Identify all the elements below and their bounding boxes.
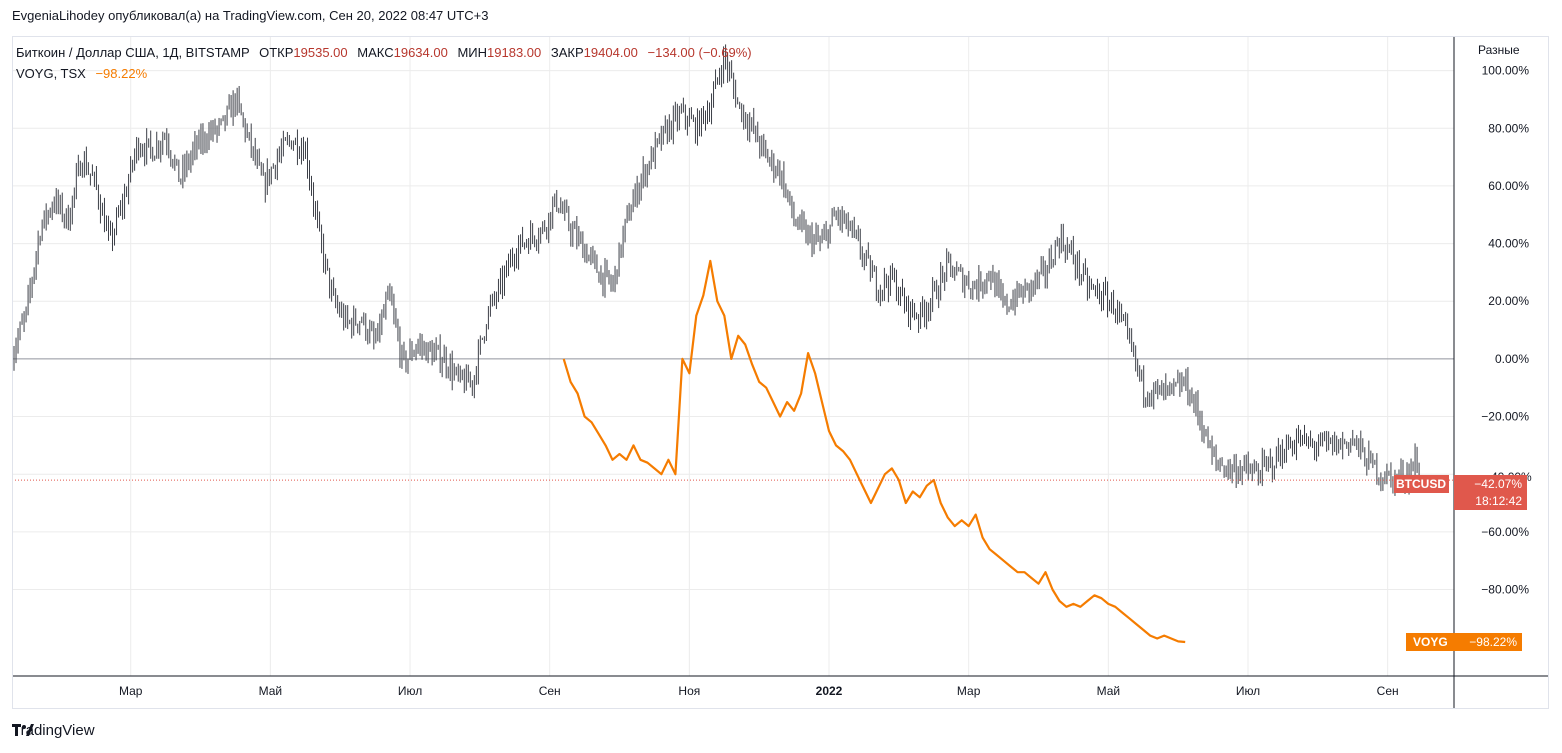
y-tick-label: 100.00% [1482, 64, 1530, 78]
y-axis-ticks: 100.00% 80.00% 60.00% 40.00% 20.00% 0.00% −20.… [1481, 64, 1529, 597]
x-axis-ticks: Мар Май Июл Сен Ноя 2022 Мар Май Июл Сен [119, 684, 1399, 698]
x-tick-label: Сен [539, 684, 561, 698]
tradingview-logo-icon [12, 724, 34, 736]
btc-symbol-badge-label: BTCUSD [1396, 477, 1446, 491]
chart-canvas[interactable]: 100.00% 80.00% 60.00% 40.00% 20.00% 0.00% −20.… [12, 36, 1549, 709]
chart-frame[interactable]: 100.00% 80.00% 60.00% 40.00% 20.00% 0.00% −20.… [12, 36, 1549, 709]
voyg-badge-label: VOYG [1413, 635, 1448, 649]
chart-border [12, 36, 1549, 709]
voyg-badge [1406, 633, 1522, 651]
y-tick-label: 0.00% [1495, 352, 1529, 366]
legend-symbol-btc: Биткоин / Доллар США, 1Д, BITSTAMP ОТКР1… [16, 45, 752, 60]
x-tick-label: Ноя [678, 684, 700, 698]
x-tick-label: Мар [119, 684, 143, 698]
legend-symbol2-change: −98.22% [95, 66, 147, 81]
btc-countdown-label: 18:12:42 [1475, 494, 1522, 508]
voyg-line [562, 259, 1186, 644]
x-tick-label: Май [1097, 684, 1121, 698]
btc-value-badge-label: −42.07% [1474, 477, 1522, 491]
legend-symbol-name: Биткоин / Доллар США, 1Д, BITSTAMP [16, 45, 250, 60]
y-tick-label: 40.00% [1488, 237, 1529, 251]
legend-high-label: МАКС [357, 45, 393, 60]
x-tick-label: Сен [1377, 684, 1399, 698]
y-tick-label: 20.00% [1488, 294, 1529, 308]
series-btcusd [12, 44, 1420, 496]
btc-value-badge [1454, 475, 1527, 510]
y-tick-label: −60.00% [1481, 525, 1529, 539]
series-voyg [562, 259, 1186, 644]
legend-symbol2-name: VOYG, TSX [16, 66, 86, 81]
legend-open-label: ОТКР [259, 45, 293, 60]
legend: Биткоин / Доллар США, 1Д, BITSTAMP ОТКР1… [16, 45, 752, 81]
legend-open-value: 19535.00 [293, 45, 347, 60]
x-tick-label: Июл [1236, 684, 1260, 698]
y-tick-label: 80.00% [1488, 121, 1529, 135]
y-tick-label: 60.00% [1488, 179, 1529, 193]
x-tick-label: Мар [957, 684, 981, 698]
legend-high-value: 19634.00 [394, 45, 448, 60]
y-tick-label: −20.00% [1481, 410, 1529, 424]
publisher-caption: EvgeniaLihodey опубликовал(а) на Trading… [12, 8, 489, 23]
legend-close-label: ЗАКР [551, 45, 584, 60]
legend-symbol-voyg: VOYG, TSX −98.22% [16, 66, 148, 81]
footer-brand[interactable]: TradingView [12, 722, 95, 739]
x-tick-label: Июл [398, 684, 422, 698]
legend-change: −134.00 (−0.69%) [648, 45, 752, 60]
btc-symbol-badge [1394, 475, 1449, 493]
scale-mode-label[interactable]: Разные [1478, 43, 1520, 57]
legend-low-value: 19183.00 [487, 45, 541, 60]
legend-low-label: МИН [457, 45, 487, 60]
voyg-badge-value: −98.22% [1469, 635, 1517, 649]
x-tick-label: 2022 [816, 684, 843, 698]
legend-close-value: 19404.00 [584, 45, 638, 60]
axes [12, 36, 1549, 709]
y-tick-label: −80.00% [1481, 583, 1529, 597]
price-badges: −40.00% BTCUSD −42.07% 18:12:42 VOYG −98… [1394, 470, 1532, 651]
x-tick-label: Май [259, 684, 283, 698]
